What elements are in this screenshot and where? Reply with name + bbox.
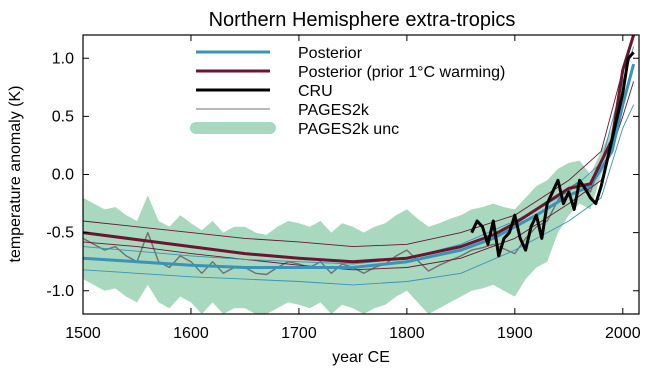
series-layer [83, 35, 636, 314]
y-axis-label: temperature anomaly (K) [7, 86, 24, 263]
x-tick-label: 1600 [173, 325, 209, 342]
x-axis-label: year CE [332, 349, 390, 366]
series-posterior-prior-1-c-warming [83, 35, 636, 264]
series-posterior-lower [83, 104, 635, 286]
x-tick-label: 1800 [389, 325, 425, 342]
ticks-layer: 1500 1600 1700 1800 1900 2000 1.0 0.5 0.0 -0.5 -1.… [46, 35, 641, 342]
legend: Posterior Posterior (prior 1°C warming) CR… [190, 45, 505, 138]
legend-label-cru: CRU [298, 83, 333, 100]
y-tick-label: 0.5 [52, 108, 74, 125]
legend-label-posterior-prior-1-c-warming: Posterior (prior 1°C warming) [298, 64, 505, 81]
chart-title: Northern Hemisphere extra-tropics [209, 9, 516, 31]
y-tick-label: 0.0 [52, 167, 74, 184]
legend-label-pages2k-unc: PAGES2k unc [298, 121, 399, 138]
y-tick-label: 1.0 [52, 50, 74, 67]
y-tick-label: -1.0 [46, 283, 74, 300]
legend-label-posterior: Posterior [298, 45, 363, 62]
legend-label-pages2k: PAGES2k [298, 102, 370, 119]
x-tick-label: 2000 [605, 325, 641, 342]
x-tick-label: 1900 [497, 325, 533, 342]
y-tick-label: -0.5 [46, 225, 74, 242]
series-cru [470, 51, 635, 258]
series-posterior-prior-1-c-warming-upper [83, 35, 635, 248]
x-tick-label: 1500 [65, 325, 101, 342]
x-tick-label: 1700 [281, 325, 317, 342]
series-posterior [83, 63, 636, 269]
series-pages2k-unc [83, 69, 623, 314]
